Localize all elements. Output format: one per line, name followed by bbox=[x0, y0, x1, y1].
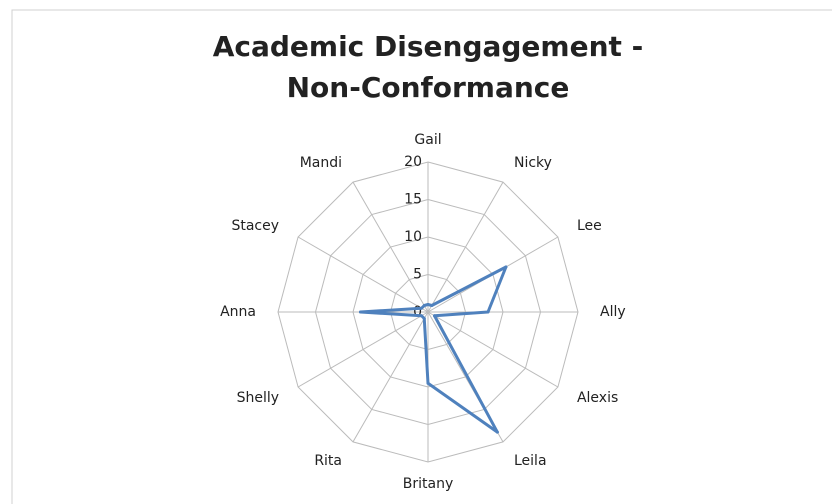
data-point bbox=[359, 310, 362, 314]
data-point bbox=[420, 314, 424, 318]
chart-frame bbox=[11, 9, 832, 504]
spoke bbox=[297, 236, 429, 313]
data-point bbox=[422, 304, 426, 308]
category-label: Rita bbox=[314, 453, 342, 469]
spoke bbox=[352, 311, 429, 443]
category-label: Ally bbox=[600, 304, 626, 320]
data-point bbox=[430, 304, 434, 308]
chart-title: Non-Conformance bbox=[287, 71, 570, 104]
data-point bbox=[486, 310, 490, 314]
category-label: Nicky bbox=[514, 155, 552, 171]
y-tick-label: 10 bbox=[404, 229, 422, 245]
y-tick-label: 0 bbox=[413, 304, 422, 320]
category-label: Shelly bbox=[237, 390, 279, 406]
chart-title: Academic Disengagement - bbox=[213, 30, 644, 63]
y-tick-label: 20 bbox=[404, 154, 422, 170]
spoke bbox=[352, 181, 429, 313]
category-label: Gail bbox=[414, 132, 441, 148]
category-label: Alexis bbox=[577, 390, 618, 406]
category-label: Anna bbox=[220, 304, 256, 320]
data-point bbox=[426, 303, 430, 306]
data-point bbox=[495, 430, 499, 434]
data-point bbox=[422, 316, 426, 320]
data-point bbox=[432, 314, 436, 318]
category-label: Britany bbox=[403, 476, 453, 492]
spoke bbox=[427, 311, 559, 388]
data-point bbox=[426, 381, 430, 385]
category-label: Lee bbox=[577, 218, 602, 234]
category-label: Leila bbox=[514, 453, 547, 469]
y-tick-label: 15 bbox=[404, 192, 422, 208]
data-point bbox=[420, 306, 424, 310]
category-label: Stacey bbox=[231, 218, 279, 234]
data-point bbox=[504, 265, 508, 269]
y-tick-label: 5 bbox=[413, 267, 422, 283]
category-label: Mandi bbox=[300, 155, 342, 171]
spoke bbox=[297, 311, 429, 388]
spoke bbox=[427, 181, 504, 313]
